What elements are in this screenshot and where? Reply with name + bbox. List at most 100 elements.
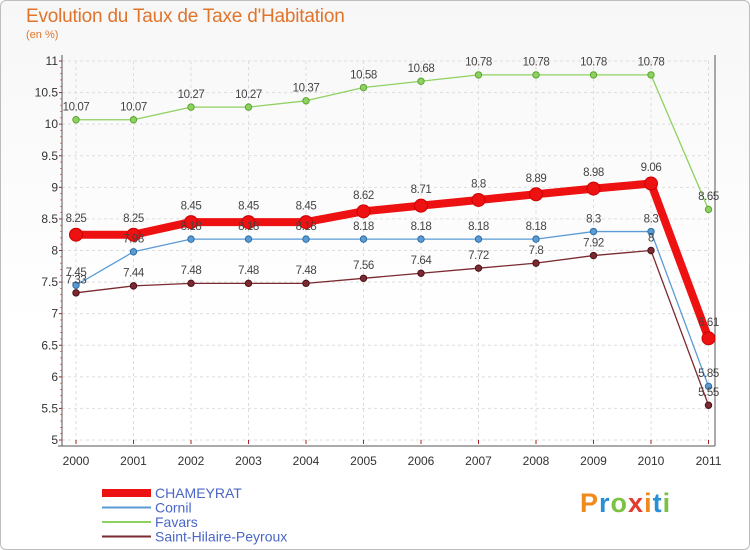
- y-tick-label: 10: [45, 117, 59, 131]
- data-label-cornil: 7.45: [66, 267, 87, 279]
- data-label-chameyrat: 8.45: [181, 201, 202, 213]
- series-line-chameyrat: [72, 179, 713, 343]
- data-label-chameyrat: 8.45: [296, 201, 317, 213]
- x-tick-label: 2011: [696, 454, 722, 468]
- data-label-saint-hilaire-peyroux: 7.92: [583, 237, 604, 249]
- y-tick-label: 6.5: [41, 338, 58, 352]
- data-label-cornil: 8.18: [411, 221, 432, 233]
- data-point-saint-hilaire-peyroux: [589, 251, 598, 260]
- data-point-chameyrat: [414, 198, 428, 213]
- data-label-chameyrat: 8.89: [526, 173, 547, 185]
- logo-letter: x: [628, 488, 645, 518]
- data-label-favars: 10.27: [178, 89, 205, 101]
- data-point-cornil: [187, 235, 195, 243]
- data-label-chameyrat: 8.98: [583, 167, 604, 179]
- data-point-chameyrat: [529, 187, 543, 202]
- logo-letter: i: [644, 488, 653, 518]
- x-tick-label: 2003: [235, 454, 262, 468]
- data-label-saint-hilaire-peyroux: 7.8: [529, 245, 544, 257]
- y-tick-label: 7.5: [41, 275, 58, 289]
- y-tick-label: 8: [51, 244, 58, 258]
- legend-label-favars: Favars: [155, 514, 198, 530]
- legend: CHAMEYRATCornilFavarsSaint-Hilaire-Peyro…: [102, 485, 287, 545]
- data-point-favars: [129, 116, 138, 124]
- data-label-saint-hilaire-peyroux: 7.72: [468, 250, 489, 262]
- data-label-saint-hilaire-peyroux: 7.48: [296, 265, 317, 277]
- chart-subtitle: (en %): [26, 29, 59, 41]
- data-point-chameyrat: [241, 215, 256, 230]
- data-point-favars: [302, 97, 310, 105]
- data-point-cornil: [244, 235, 253, 243]
- x-tick-label: 2004: [293, 454, 320, 468]
- data-label-cornil: 8.18: [238, 221, 259, 233]
- grid-lines: [62, 60, 709, 441]
- data-label-favars: 8.65: [698, 191, 719, 203]
- data-point-cornil: [704, 382, 713, 391]
- data-label-cornil: 8.18: [181, 221, 202, 233]
- x-tick-label: 2009: [580, 454, 607, 468]
- data-point-favars: [532, 71, 540, 79]
- series-line-saint-hilaire-peyroux: [75, 249, 710, 406]
- y-tick-label: 8.5: [41, 212, 58, 226]
- data-point-favars: [187, 103, 195, 111]
- proxiti-logo: Proxiti: [580, 488, 671, 519]
- data-label-saint-hilaire-peyroux: 7.56: [353, 260, 374, 272]
- data-point-saint-hilaire-peyroux: [302, 279, 310, 288]
- legend-label-cornil: Cornil: [155, 500, 192, 516]
- data-point-cornil: [647, 227, 655, 236]
- data-point-chameyrat: [701, 331, 716, 346]
- data-label-favars: 10.68: [408, 63, 435, 75]
- data-label-cornil: 7.98: [123, 234, 144, 246]
- data-label-saint-hilaire-peyroux: 7.48: [181, 265, 202, 277]
- data-label-saint-hilaire-peyroux: 7.64: [411, 255, 433, 267]
- chart-title: Evolution du Taux de Taxe d'Habitation: [26, 6, 345, 27]
- data-label-favars: 10.07: [63, 102, 90, 114]
- logo-letter: P: [580, 488, 600, 518]
- y-tick-label: 6: [51, 370, 58, 384]
- data-label-favars: 10.27: [235, 89, 262, 101]
- data-label-favars: 10.07: [120, 102, 147, 114]
- x-tick-label: 2000: [63, 454, 90, 468]
- data-point-favars: [417, 77, 425, 85]
- data-point-saint-hilaire-peyroux: [129, 282, 138, 290]
- series-line-cornil: [75, 230, 710, 387]
- data-label-favars: 10.78: [465, 57, 492, 69]
- data-point-cornil: [72, 281, 80, 289]
- data-label-saint-hilaire-peyroux: 8: [648, 232, 654, 244]
- data-label-cornil: 8.3: [644, 213, 659, 225]
- data-point-saint-hilaire-peyroux: [359, 274, 368, 282]
- logo-letter: r: [599, 488, 611, 518]
- data-point-saint-hilaire-peyroux: [72, 289, 80, 297]
- data-point-cornil: [532, 235, 540, 243]
- data-label-saint-hilaire-peyroux: 7.33: [66, 275, 87, 287]
- data-label-cornil: 8.18: [296, 221, 317, 233]
- data-point-favars: [359, 83, 368, 92]
- data-labels: 10.07 10.07 10.27 10.27 10.37 10.58 10.68 10.78…: [63, 57, 720, 399]
- data-point-chameyrat: [184, 215, 198, 230]
- data-label-chameyrat: 9.06: [641, 162, 662, 174]
- data-point-favars: [647, 71, 655, 79]
- data-point-chameyrat: [356, 204, 371, 219]
- y-tick-label: 11: [46, 54, 59, 68]
- series-line-favars: [75, 74, 710, 211]
- data-point-chameyrat: [471, 192, 486, 207]
- data-label-chameyrat: 8.62: [353, 190, 374, 202]
- data-point-favars: [72, 116, 80, 124]
- data-point-cornil: [359, 235, 368, 243]
- data-point-saint-hilaire-peyroux: [647, 246, 655, 255]
- x-tick-label: 2002: [178, 454, 205, 468]
- logo-letter: i: [662, 488, 672, 518]
- data-label-chameyrat: 8.8: [471, 178, 486, 190]
- data-point-chameyrat: [299, 215, 313, 230]
- data-point-cornil: [417, 235, 425, 243]
- data-point-favars: [704, 205, 713, 214]
- x-tick-label: 2005: [350, 454, 377, 468]
- y-tick-label: 5: [51, 433, 58, 447]
- data-label-favars: 10.37: [293, 83, 320, 95]
- y-tick-label: 7: [51, 307, 58, 321]
- data-label-favars: 10.78: [523, 57, 550, 69]
- y-tick-label: 5.5: [41, 401, 58, 415]
- axes: 5 5.5 6 6.5 7 7.5 8 8.5 9 9.5 10 10.5 11 2000 2001 2002…: [35, 54, 722, 468]
- y-tick-label: 9: [51, 180, 58, 194]
